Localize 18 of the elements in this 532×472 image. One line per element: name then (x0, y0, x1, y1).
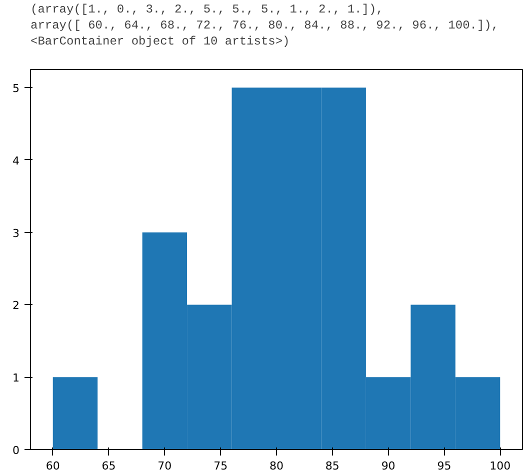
x-tick-label: 80 (270, 460, 284, 472)
x-tick-label: 65 (102, 460, 116, 472)
x-tick-label: 70 (158, 460, 172, 472)
text: (array([1., 0., 3., 2., 5., 5., 5., 1., 2., 1.]), (30, 2, 384, 16)
x-tick-label: 85 (325, 460, 340, 472)
y-tick-label: 5 (12, 82, 20, 96)
x-tick-label: 90 (381, 460, 396, 472)
y-tick-label: 3 (12, 226, 20, 240)
text: array([ 60., 64., 68., 72., 76., 80., 84., 88., 92., 96., 100.]), (30, 18, 499, 32)
y-tick-label: 0 (12, 444, 20, 457)
x-tick-label: 100 (490, 460, 511, 472)
y-tick-label: 2 (12, 299, 20, 312)
x-tick-label: 95 (437, 460, 452, 472)
x-tick-label: 75 (214, 460, 228, 472)
y-tick-label: 1 (12, 372, 20, 385)
text: <BarContainer object of 10 artists>) (30, 34, 290, 48)
y-tick-label: 4 (12, 154, 20, 168)
x-tick-label: 60 (46, 460, 60, 472)
